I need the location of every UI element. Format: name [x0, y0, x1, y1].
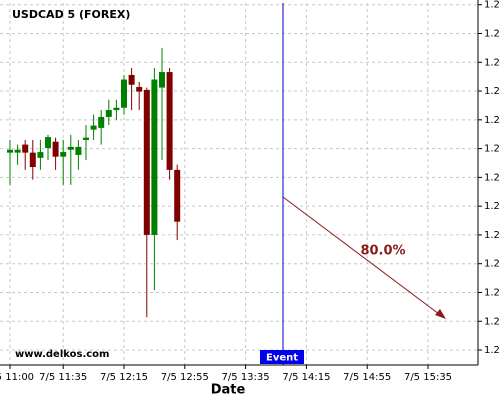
candle-body	[113, 107, 120, 111]
x-axis-label: Date	[211, 383, 246, 398]
candle-body	[83, 137, 89, 140]
candle-body	[159, 72, 165, 88]
y-tick-label: 1.2187	[484, 86, 500, 97]
y-tick-label: 1.2177	[484, 144, 500, 155]
event-label: Event	[266, 353, 298, 364]
candle-body	[90, 125, 97, 130]
y-tick-label: 1.2142	[484, 345, 500, 356]
x-tick-label: 7/5 11:00	[0, 372, 34, 383]
arrow-head	[435, 309, 446, 319]
x-tick-label: 7/5 12:15	[100, 372, 148, 383]
y-tick-label: 1.2162	[484, 230, 500, 241]
y-tick-label: 1.2202	[484, 0, 500, 11]
x-tick-label: 7/5 13:35	[222, 372, 270, 383]
x-tick-label: 7/5 12:55	[161, 372, 209, 383]
y-tick-label: 1.2167	[484, 201, 500, 212]
candle-body	[121, 79, 127, 108]
candle-body	[7, 149, 13, 153]
chart-title: USDCAD 5 (FOREX)	[12, 8, 130, 21]
y-tick-label: 1.2147	[484, 316, 500, 327]
candle-body	[75, 146, 82, 155]
candle-body	[67, 146, 74, 150]
candle-body	[136, 87, 143, 92]
y-tick-label: 1.2192	[484, 57, 500, 68]
y-tick-label: 1.2197	[484, 29, 500, 40]
candle-body	[14, 149, 21, 153]
y-tick-label: 1.2157	[484, 259, 500, 270]
x-tick-label: 7/5 14:55	[343, 372, 391, 383]
candle-body	[174, 169, 181, 222]
watermark: www.delkos.com	[15, 349, 109, 360]
event-box	[260, 350, 304, 364]
candle-body	[60, 152, 67, 157]
candle-body	[52, 141, 59, 157]
projection-label: 80.0%	[360, 244, 405, 259]
candle-body	[128, 74, 135, 85]
candle-body	[98, 116, 105, 128]
x-tick-label: 7/5 11:35	[39, 372, 87, 383]
y-tick-label: 1.2172	[484, 172, 500, 183]
x-tick-label: 7/5 15:35	[404, 372, 452, 383]
projection-arrow	[282, 196, 444, 318]
candle-body	[22, 144, 29, 153]
candle-body	[105, 110, 112, 117]
candle-body	[29, 152, 36, 168]
candle-body	[151, 79, 158, 235]
x-tick-label: 7/5 14:15	[282, 372, 330, 383]
y-tick-label: 1.2182	[484, 115, 500, 126]
y-tick-label: 1.2152	[484, 287, 500, 298]
candle-body	[37, 152, 44, 158]
candle-body	[166, 72, 173, 170]
candle-body	[143, 89, 150, 235]
candle-body	[45, 137, 51, 149]
